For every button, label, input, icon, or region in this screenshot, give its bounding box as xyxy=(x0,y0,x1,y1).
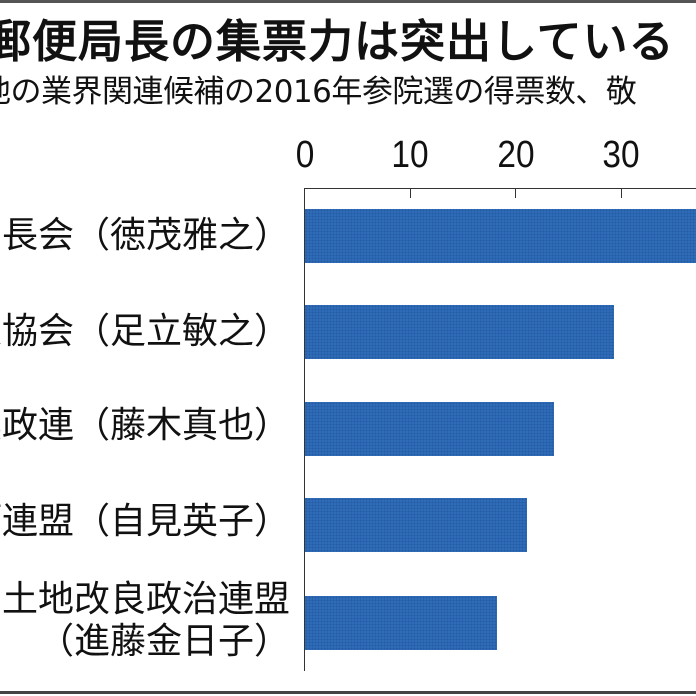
category-label-5-org: 土地改良政治連盟 xyxy=(1,579,290,620)
category-org: 業協会 xyxy=(0,311,74,352)
x-tick-label-0: 0 xyxy=(295,134,315,176)
category-org: 局長会 xyxy=(0,215,74,256)
top-frame-border xyxy=(0,0,696,3)
chart-title: 郵便局長の集票力は突出している xyxy=(0,15,675,68)
bar-land-improvement xyxy=(305,596,497,650)
x-tick-30 xyxy=(621,188,622,198)
category-label-4: 師連盟（自見英子） xyxy=(0,500,290,544)
category-candidate: （徳茂雅之） xyxy=(73,215,290,256)
x-tick-20 xyxy=(515,188,516,198)
bar-postmasters xyxy=(305,209,696,263)
category-candidate: （足立敏之） xyxy=(73,311,290,352)
bar-doctors xyxy=(305,498,527,552)
category-candidate: （自見英子） xyxy=(73,501,290,542)
x-tick-10 xyxy=(410,188,411,198)
x-tick-label-30: 30 xyxy=(602,134,640,176)
category-candidate: （藤木真也） xyxy=(73,405,290,446)
category-label-3: 農政連（藤木真也） xyxy=(0,404,290,448)
category-org: 師連盟 xyxy=(0,501,74,542)
x-tick-label-10: 10 xyxy=(391,134,429,176)
bar-agriculture xyxy=(305,402,554,456)
x-tick-label-20: 20 xyxy=(497,134,535,176)
bar-construction xyxy=(305,305,614,359)
category-org: 農政連 xyxy=(0,405,74,446)
category-label-5-candidate: （進藤金日子） xyxy=(37,621,290,662)
bottom-frame-border xyxy=(0,691,696,694)
chart-subtitle: 他の業界関連候補の2016年参院選の得票数、敬 xyxy=(0,74,637,110)
category-label-1: 局長会（徳茂雅之） xyxy=(0,214,290,258)
x-axis-line xyxy=(304,188,696,189)
y-axis-line xyxy=(304,188,305,671)
category-label-2: 業協会（足立敏之） xyxy=(0,310,290,354)
